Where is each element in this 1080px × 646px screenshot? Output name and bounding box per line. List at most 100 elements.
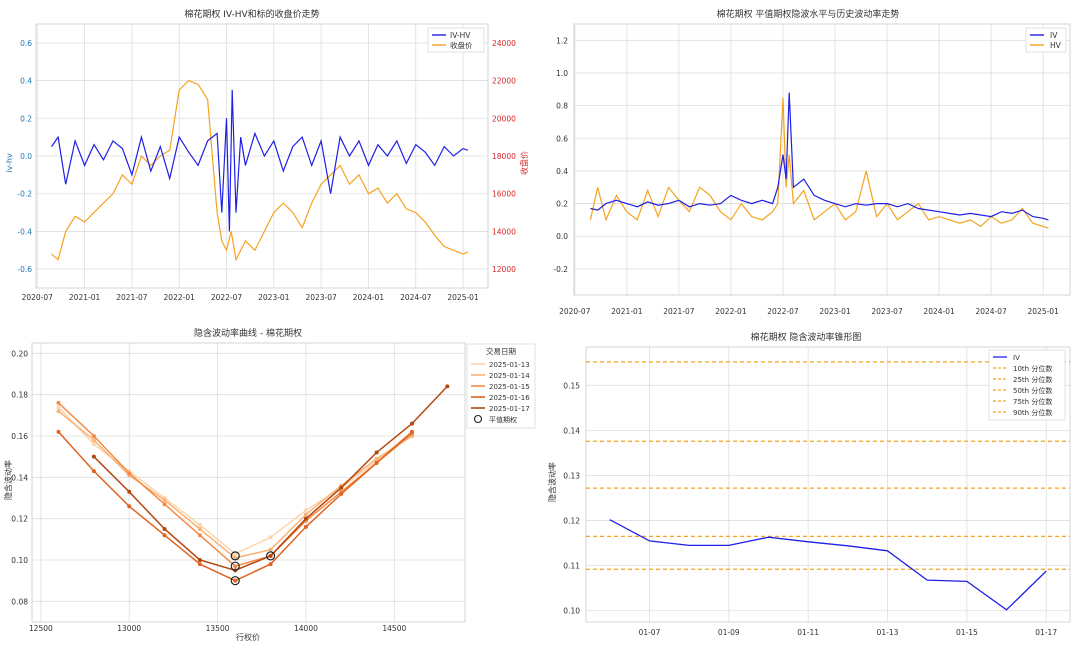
x-tick-label: 2020-07 xyxy=(559,307,591,316)
x-tick-label: 2024-01 xyxy=(923,307,955,316)
y-tick-label: 0.2 xyxy=(20,114,32,123)
series-line-2025-01-15 xyxy=(57,402,413,568)
data-point xyxy=(162,527,167,531)
y-tick-label-right: 16000 xyxy=(492,190,516,199)
data-point xyxy=(339,491,344,496)
x-tick-label: 2022-01 xyxy=(715,307,747,316)
atm-marker xyxy=(230,551,240,561)
y-tick-label-right: 12000 xyxy=(492,265,516,274)
data-point xyxy=(197,533,202,538)
y-tick-label: -0.6 xyxy=(17,265,32,274)
y-tick-label: 0.13 xyxy=(563,471,580,480)
legend-box xyxy=(1025,27,1067,53)
data-point xyxy=(91,442,96,447)
data-point xyxy=(268,547,273,552)
x-tick-label: 01-07 xyxy=(639,628,661,637)
legend-label: IV xyxy=(1050,31,1058,40)
panel-ivhv-price: 棉花期权 IV-HV和标的收盘价走势 iv-hv 收盘价 2020-07 2021… xyxy=(5,8,529,302)
legend-label: 50th 分位数 xyxy=(1013,386,1052,395)
y-tick-label: 0.11 xyxy=(563,562,580,571)
legend-label: 25th 分位数 xyxy=(1013,375,1052,384)
data-point xyxy=(162,502,167,507)
y-tick-label: 0.20 xyxy=(11,349,28,358)
legend-label: 75th 分位数 xyxy=(1013,397,1052,406)
data-point xyxy=(91,438,96,443)
y-tick-label: 1.0 xyxy=(556,69,568,78)
legend-label: 2025-01-13 xyxy=(489,361,530,369)
x-tick-label: 14000 xyxy=(294,624,318,633)
x-tick-label: 2022-07 xyxy=(767,307,799,316)
x-tick-label: 2023-07 xyxy=(305,293,337,302)
legend-title: 交易日期 xyxy=(486,346,516,356)
x-tick-label: 2023-01 xyxy=(258,293,290,302)
series-line-hv xyxy=(589,97,1049,229)
data-point xyxy=(303,516,308,521)
legend-label: 收盘价 xyxy=(450,40,473,50)
y-tick-label: 0.2 xyxy=(556,200,568,209)
data-point xyxy=(56,400,61,405)
y-tick-label: 0.08 xyxy=(11,597,28,606)
atm-marker xyxy=(230,576,240,586)
data-point xyxy=(91,454,96,459)
x-tick-label: 2022-01 xyxy=(164,293,196,302)
y-tick-label: -0.2 xyxy=(17,190,32,199)
y-axis-label-right: 收盘价 xyxy=(519,151,529,175)
y-tick-label-right: 18000 xyxy=(492,152,516,161)
data-point xyxy=(339,485,344,490)
legend-label: 2025-01-15 xyxy=(489,383,530,391)
chart-title: 棉花期权 IV-HV和标的收盘价走势 xyxy=(184,8,319,20)
legend-label: HV xyxy=(1050,41,1062,50)
series-line-iv xyxy=(609,519,1047,611)
data-point xyxy=(127,504,132,509)
data-point xyxy=(162,533,167,538)
data-point xyxy=(127,489,132,494)
x-tick-label: 2021-01 xyxy=(69,293,101,302)
y-tick-label: 0.14 xyxy=(11,473,28,482)
y-axis-label: 隐含波动率 xyxy=(3,460,13,500)
data-point xyxy=(56,409,61,414)
data-point xyxy=(233,555,238,560)
x-tick-label: 2023-07 xyxy=(871,307,903,316)
x-tick-label: 2024-01 xyxy=(353,293,385,302)
data-point xyxy=(233,564,238,569)
data-point xyxy=(409,421,414,426)
y-tick-label: -0.2 xyxy=(553,265,568,274)
y-tick-label: 0.6 xyxy=(556,134,568,143)
data-point xyxy=(197,562,202,567)
data-point xyxy=(268,562,273,567)
series-line-ivhv xyxy=(51,89,469,232)
x-tick-label: 2023-01 xyxy=(819,307,851,316)
data-point xyxy=(268,553,273,558)
legend-box xyxy=(988,349,1066,421)
legend-box xyxy=(427,27,485,53)
data-point xyxy=(56,429,61,434)
y-tick-label: 0.16 xyxy=(11,432,28,441)
x-tick-label: 01-17 xyxy=(1035,628,1057,637)
panel-smile: 隐含波动率曲线 - 棉花期权 行权价 隐含波动率 12500 13000 13500… xyxy=(3,327,536,642)
data-point xyxy=(374,456,379,461)
y-tick-label-right: 24000 xyxy=(492,39,516,48)
legend-label: IV xyxy=(1013,354,1020,362)
y-tick-label-right: 22000 xyxy=(492,77,516,86)
y-tick-label: 0.0 xyxy=(556,232,568,241)
chart-title: 棉花期权 隐含波动率锥形图 xyxy=(751,331,862,343)
plot-frame xyxy=(31,342,466,623)
series-line-2025-01-14 xyxy=(58,410,413,559)
plot-frame xyxy=(35,23,489,289)
y-tick-label: 0.10 xyxy=(11,556,28,565)
data-point xyxy=(303,512,308,517)
series-line-iv xyxy=(590,92,1049,221)
data-point xyxy=(409,429,414,434)
x-tick-label: 2025-01 xyxy=(1028,307,1060,316)
plot-frame xyxy=(573,23,1071,296)
data-point xyxy=(162,498,167,503)
chart-title: 棉花期权 平值期权隐波水平与历史波动率走势 xyxy=(717,8,900,20)
y-axis-label: iv-hv xyxy=(5,153,14,173)
data-point xyxy=(303,524,308,529)
y-tick-label: 1.2 xyxy=(556,36,568,45)
y-tick-label: 0.0 xyxy=(20,152,32,161)
legend-label: 2025-01-16 xyxy=(489,394,530,402)
data-point xyxy=(56,405,61,410)
series-line-2025-01-13 xyxy=(57,406,413,555)
data-point xyxy=(197,522,202,527)
